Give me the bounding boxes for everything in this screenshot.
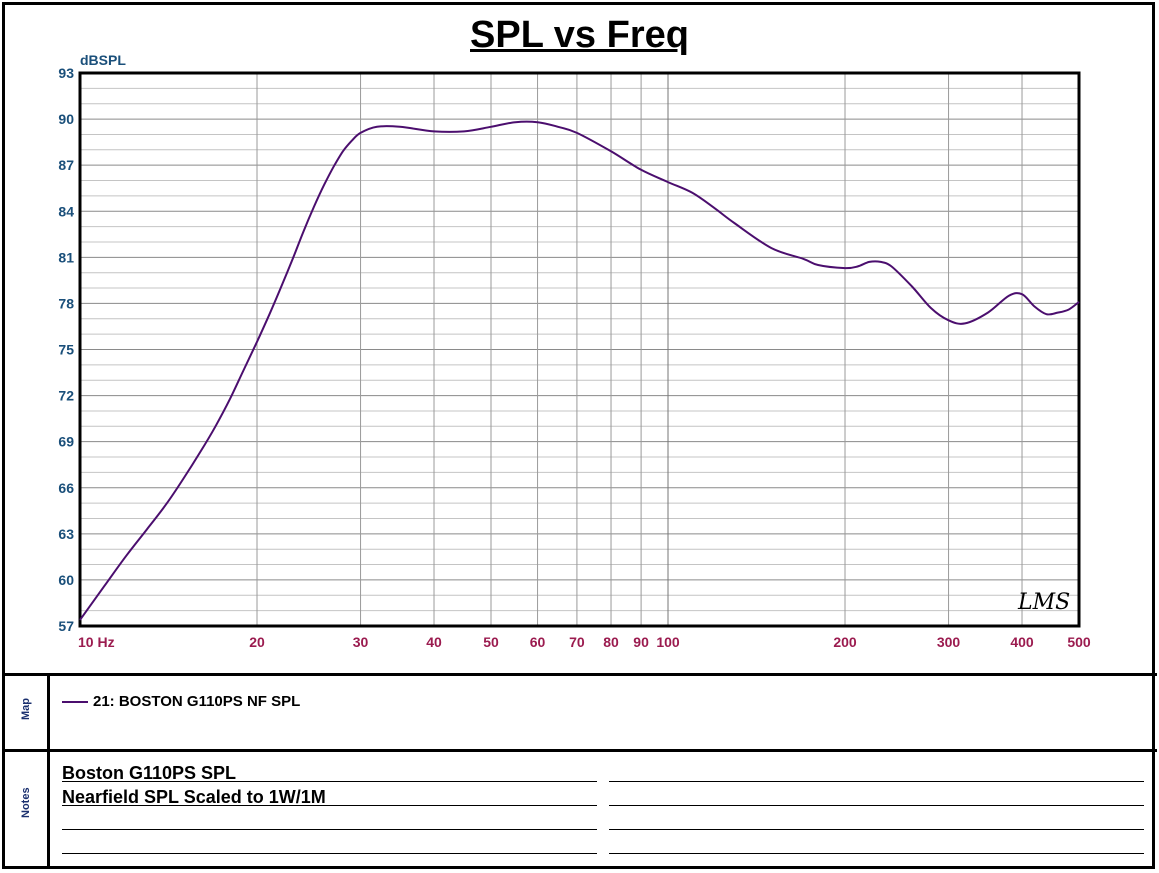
note-rule — [62, 829, 597, 830]
x-tick-label: 20 — [249, 634, 265, 650]
note-rule — [62, 853, 597, 854]
x-tick-label: 500 — [1067, 634, 1091, 650]
y-tick-label: 69 — [58, 434, 74, 450]
y-tick-label: 57 — [58, 618, 74, 634]
x-tick-label: 50 — [483, 634, 499, 650]
y-tick-label: 84 — [58, 203, 74, 219]
x-tick-label: 400 — [1010, 634, 1034, 650]
x-tick-label: 30 — [353, 634, 369, 650]
y-tick-label: 75 — [58, 342, 74, 358]
map-top-divider — [2, 673, 1157, 676]
side-divider — [47, 675, 50, 869]
x-tick-label: 100 — [656, 634, 680, 650]
note-line-2: Nearfield SPL Scaled to 1W/1M — [62, 787, 326, 807]
x-tick-label: 60 — [530, 634, 546, 650]
x-tick-label: 10 Hz — [78, 634, 115, 650]
x-tick-label: 300 — [937, 634, 961, 650]
y-tick-label: 60 — [58, 572, 74, 588]
legend-text: 21: BOSTON G110PS NF SPL — [93, 693, 301, 710]
note-rule — [609, 853, 1144, 854]
chart-title: SPL vs Freq — [470, 14, 689, 56]
notes-top-divider — [2, 749, 1157, 752]
plot-area: 93 90 87 84 81 78 75 72 69 66 63 60 57 10 Hz 20 30 40 50… — [58, 52, 1091, 650]
grid — [80, 73, 1079, 626]
note-rule — [609, 781, 1144, 782]
y-tick-label: 63 — [58, 526, 74, 542]
lms-watermark: LMS — [1018, 590, 1071, 615]
map-label: Map — [20, 698, 32, 720]
note-rule — [62, 781, 597, 782]
y-tick-label: 87 — [58, 157, 74, 173]
y-tick-label: 81 — [58, 249, 74, 265]
x-tick-label: 200 — [833, 634, 857, 650]
plot-border — [78, 71, 1081, 628]
y-tick-label: 72 — [58, 388, 74, 404]
note-rule — [609, 805, 1144, 806]
note-rule — [62, 805, 597, 806]
x-tick-labels: 10 Hz 20 30 40 50 60 70 80 90 100 200 300 400 500 — [78, 634, 1091, 650]
y-tick-label: 90 — [58, 111, 74, 127]
x-tick-label: 80 — [603, 634, 619, 650]
y-tick-labels: 93 90 87 84 81 78 75 72 69 66 63 60 57 — [58, 65, 74, 634]
note-line-1: Boston G110PS SPL — [62, 763, 237, 783]
legend-item: 21: BOSTON G110PS NF SPL — [62, 693, 300, 710]
x-tick-label: 70 — [569, 634, 585, 650]
series-line-boston-g110ps — [79, 120, 1080, 621]
note-rule — [609, 829, 1144, 830]
y-axis-label: dBSPL — [80, 52, 126, 68]
x-tick-label: 40 — [426, 634, 442, 650]
x-tick-label: 90 — [633, 634, 649, 650]
y-tick-label: 93 — [58, 65, 74, 81]
notes-label: Notes — [20, 787, 32, 818]
legend-swatch — [62, 700, 88, 703]
y-tick-label: 78 — [58, 295, 74, 311]
y-tick-label: 66 — [58, 480, 74, 496]
